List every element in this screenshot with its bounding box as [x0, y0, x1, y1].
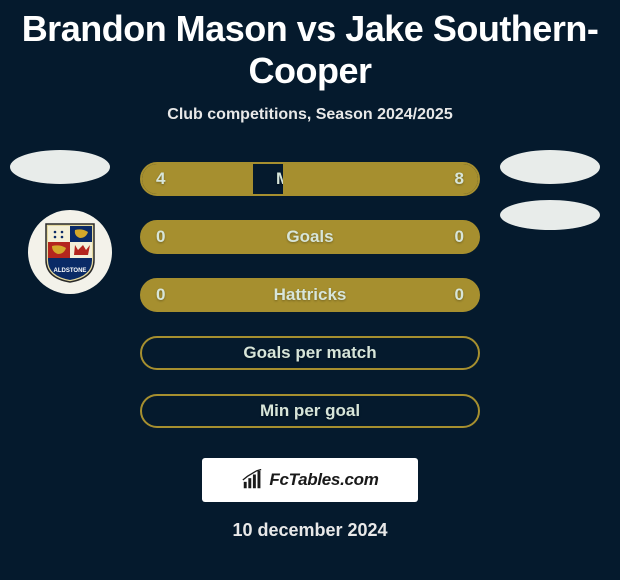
stat-value-right: 8: [455, 169, 464, 189]
stat-value-right: 0: [455, 227, 464, 247]
stat-row-matches: 4 Matches 8: [140, 162, 480, 196]
player-right-tag-1: [500, 150, 600, 184]
player-left-tag-1: [10, 150, 110, 184]
shield-icon: ALDSTONE: [42, 220, 98, 284]
comparison-container: ALDSTONE 4 Matches 8 0 Goals 0 0 Hattric…: [0, 150, 620, 541]
chart-icon: [241, 469, 263, 491]
stat-label: Goals: [286, 227, 333, 247]
stat-value-left: 0: [156, 227, 165, 247]
svg-text:ALDSTONE: ALDSTONE: [54, 268, 87, 274]
stat-label: Hattricks: [274, 285, 347, 305]
date-text: 10 december 2024: [232, 520, 387, 541]
page-title: Brandon Mason vs Jake Southern-Cooper: [0, 0, 620, 92]
stat-value-left: 0: [156, 285, 165, 305]
stat-row-goals: 0 Goals 0: [140, 220, 480, 254]
stat-row-goals-per-match: Goals per match: [140, 336, 480, 370]
brand-text: FcTables.com: [269, 470, 378, 490]
brand-box[interactable]: FcTables.com: [202, 458, 418, 502]
stat-row-min-per-goal: Min per goal: [140, 394, 480, 428]
club-crest: ALDSTONE: [28, 210, 112, 294]
stat-label: Goals per match: [243, 343, 376, 363]
subtitle: Club competitions, Season 2024/2025: [0, 106, 620, 124]
stat-row-hattricks: 0 Hattricks 0: [140, 278, 480, 312]
player-right-tag-2: [500, 200, 600, 230]
stat-fill-right: [283, 164, 478, 194]
stat-value-left: 4: [156, 169, 165, 189]
stat-label: Min per goal: [260, 401, 360, 421]
stat-value-right: 0: [455, 285, 464, 305]
